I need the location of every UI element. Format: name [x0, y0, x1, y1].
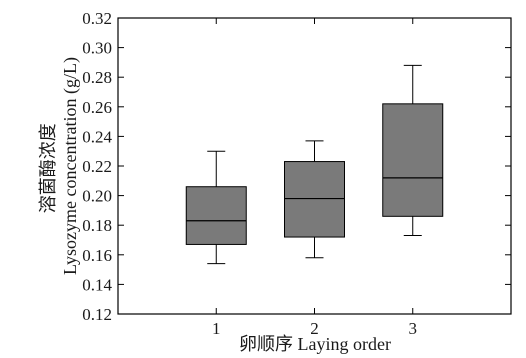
y-axis-title-en: Lysozyme concentration (g/L)	[60, 57, 81, 275]
y-tick-label: 0.28	[82, 68, 112, 87]
y-tick-label: 0.26	[82, 98, 112, 117]
box-2	[284, 140, 345, 259]
x-axis-title: 卵顺序 Laying order	[239, 334, 391, 354]
y-tick-label: 0.24	[82, 127, 112, 146]
y-tick-label: 0.20	[82, 187, 112, 206]
y-tick-label: 0.16	[82, 246, 112, 265]
x-tick-label: 2	[310, 319, 319, 338]
x-axis: 1 2 3	[212, 18, 417, 338]
y-tick-label: 0.14	[82, 275, 112, 294]
box-1	[185, 150, 247, 265]
iqr-box	[284, 161, 345, 238]
iqr-box	[382, 103, 444, 217]
box-3	[382, 64, 444, 237]
y-axis: 0.12 0.14 0.16 0.18 0.20 0.22 0.24 0.26 0.28 0.30…	[82, 9, 511, 324]
y-tick-label: 0.30	[82, 39, 112, 58]
x-tick-label: 1	[212, 319, 221, 338]
box-series	[185, 64, 444, 265]
y-tick-label: 0.18	[82, 216, 112, 235]
y-tick-label: 0.12	[82, 305, 112, 324]
y-tick-label: 0.32	[82, 9, 112, 28]
x-tick-label: 3	[409, 319, 418, 338]
y-axis-title: 溶菌酶浓度 Lysozyme concentration (g/L)	[38, 57, 81, 275]
iqr-box	[185, 186, 247, 245]
y-tick-label: 0.22	[82, 157, 112, 176]
y-axis-title-cn: 溶菌酶浓度	[38, 123, 58, 213]
